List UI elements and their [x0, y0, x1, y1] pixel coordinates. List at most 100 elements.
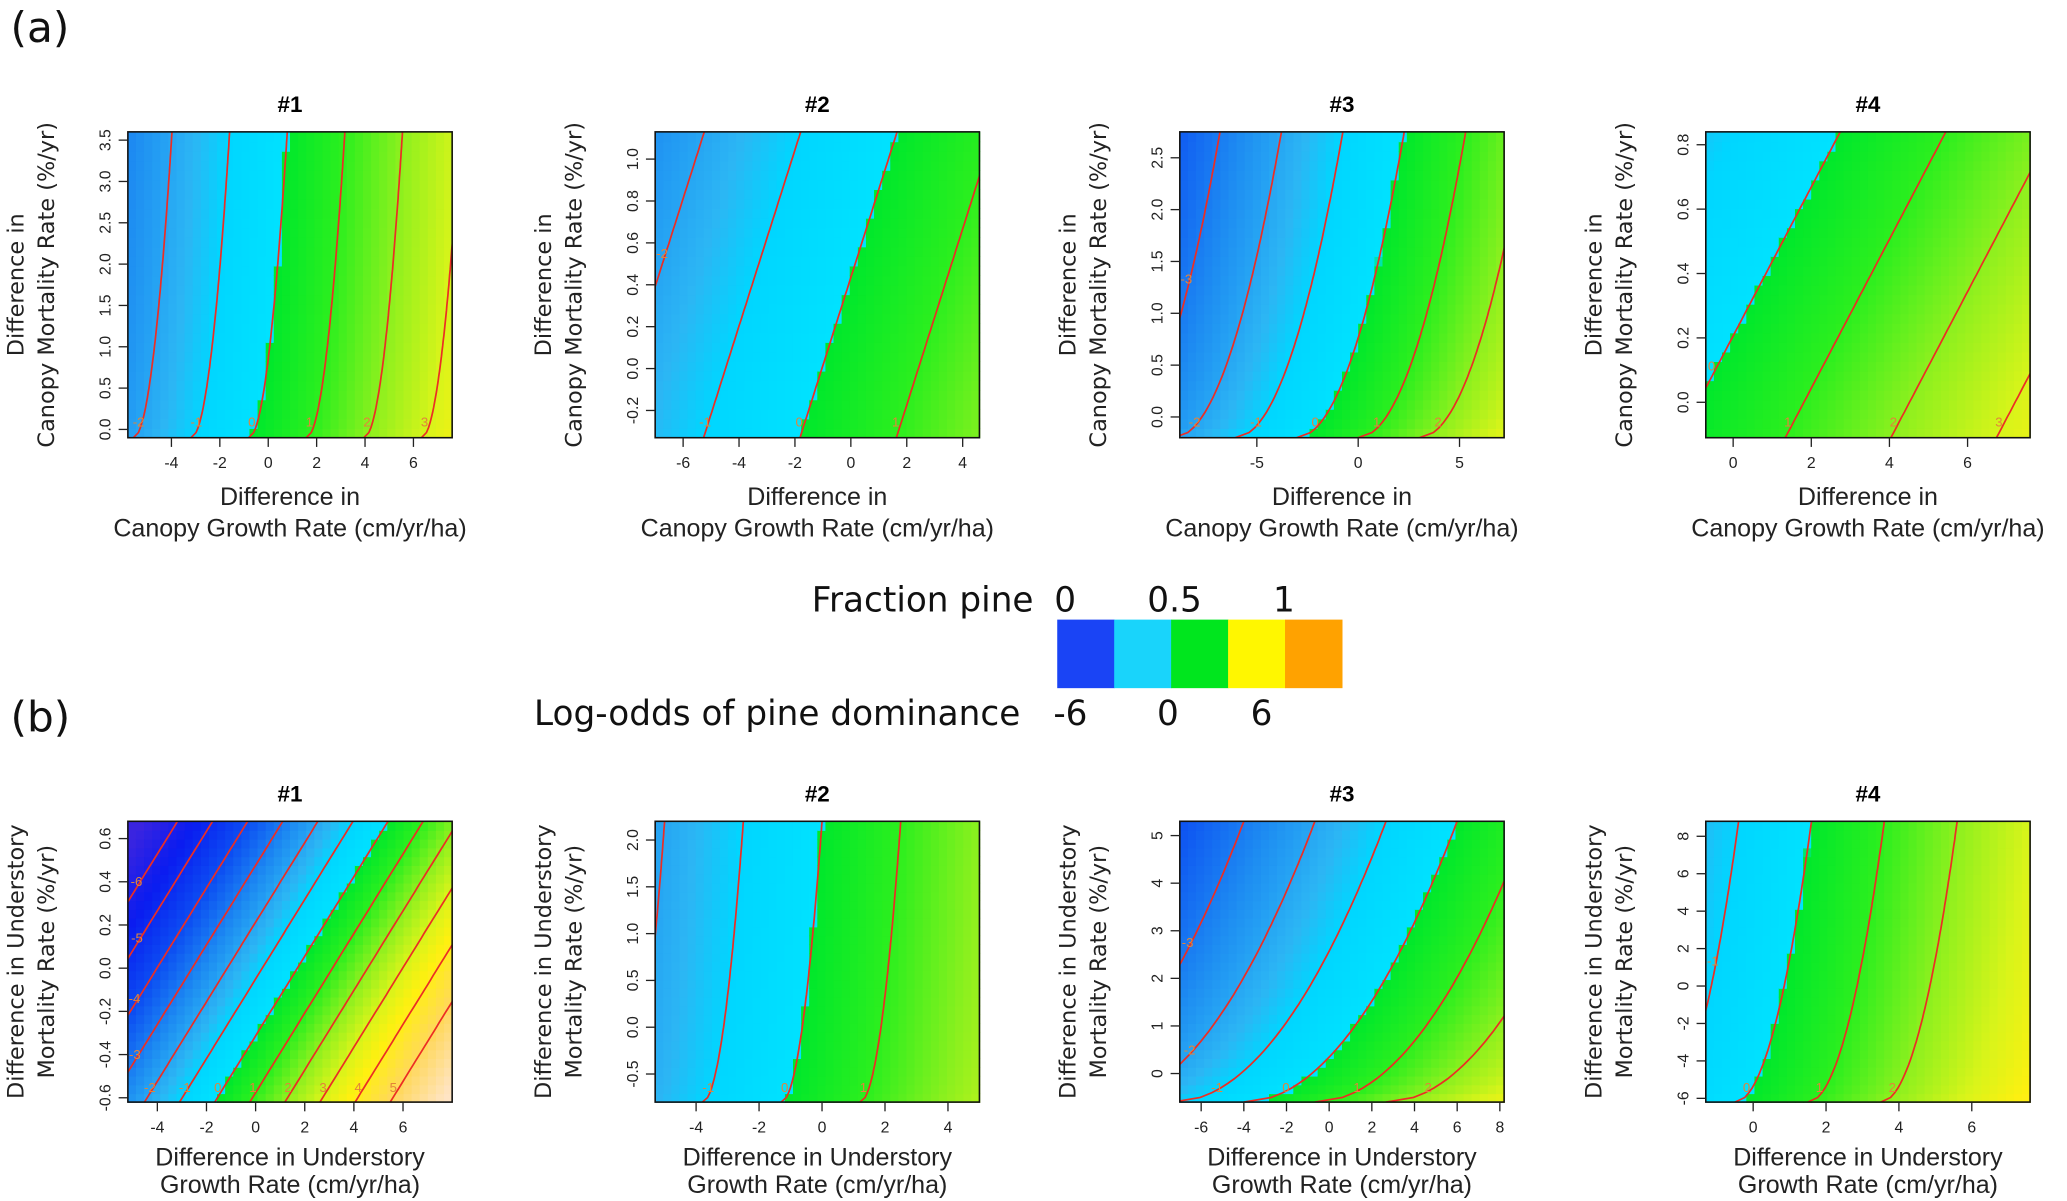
heatmap-cell: [1819, 275, 1829, 286]
heatmap-cell: [1269, 399, 1278, 410]
heatmap-cell: [1179, 332, 1189, 343]
heatmap-cell: [1794, 265, 1804, 277]
heatmap-cell: [695, 332, 705, 343]
heatmap-cell: [1236, 256, 1246, 267]
heatmap-cell: [411, 256, 421, 267]
heatmap-cell: [346, 265, 356, 277]
heatmap-cell: [1333, 131, 1343, 143]
heatmap-cell: [906, 227, 916, 238]
heatmap-cell: [728, 323, 738, 334]
heatmap-cell: [1730, 189, 1740, 200]
heatmap-cell: [419, 303, 429, 315]
heatmap-cell: [1770, 370, 1780, 382]
heatmap-cell: [1414, 217, 1424, 229]
heatmap-cell: [1423, 284, 1432, 296]
heatmap-cell: [362, 284, 372, 296]
heatmap-cell: [1341, 303, 1351, 315]
heatmap-cell: [1228, 409, 1238, 420]
heatmap-cell: [849, 265, 859, 277]
heatmap-cell: [1414, 342, 1424, 353]
y-tick-label: 1.5: [1150, 250, 1167, 272]
heatmap-cell: [938, 332, 948, 343]
heatmap-cell: [346, 294, 356, 305]
heatmap-cell: [1196, 265, 1205, 277]
heatmap-cell: [768, 131, 778, 143]
heatmap-cell: [1803, 265, 1812, 277]
heatmap-cell: [1341, 313, 1351, 324]
heatmap-cell: [427, 265, 437, 277]
heatmap-cell: [1252, 409, 1262, 420]
heatmap-cell: [306, 170, 316, 181]
heatmap-cell: [1892, 303, 1902, 315]
heatmap-cell: [1431, 342, 1441, 353]
heatmap-cell: [1309, 380, 1319, 391]
heatmap-cell: [1358, 160, 1368, 171]
heatmap-cell: [1398, 189, 1408, 200]
heatmap-cell: [168, 179, 178, 191]
heatmap-cell: [955, 265, 965, 277]
heatmap-cell: [435, 198, 445, 210]
heatmap-cell: [127, 198, 137, 210]
heatmap-cell: [1179, 361, 1189, 372]
heatmap-cell: [671, 303, 681, 315]
heatmap-cell: [1366, 141, 1376, 152]
heatmap-cell: [249, 389, 259, 401]
heatmap-cell: [1252, 275, 1262, 286]
heatmap-cell: [1358, 409, 1368, 420]
heatmap-cell: [1867, 246, 1877, 257]
heatmap-cell: [379, 409, 389, 420]
heatmap-cell: [1390, 409, 1400, 420]
heatmap-cell: [1762, 208, 1772, 219]
heatmap-cell: [744, 323, 754, 334]
heatmap-cell: [1851, 170, 1861, 181]
heatmap-cell: [1908, 246, 1918, 257]
heatmap-cell: [144, 208, 153, 219]
heatmap-cell: [1293, 189, 1303, 200]
heatmap-cell: [314, 236, 324, 248]
heatmap-cell: [679, 208, 689, 219]
heatmap-cell: [257, 179, 267, 191]
heatmap-cell: [346, 418, 356, 429]
heatmap-cell: [1827, 246, 1837, 257]
heatmap-cell: [1957, 246, 1967, 257]
heatmap-cell: [1803, 170, 1812, 181]
heatmap-cell: [865, 323, 875, 334]
heatmap-cell: [257, 389, 267, 401]
heatmap-cell: [1892, 141, 1902, 152]
heatmap-cell: [1406, 265, 1416, 277]
heatmap-cell: [1220, 198, 1230, 210]
heatmap-cell: [1746, 389, 1756, 401]
heatmap-cell: [849, 342, 859, 353]
heatmap-cell: [1496, 380, 1505, 391]
heatmap-cell: [1924, 351, 1934, 363]
heatmap-cell: [444, 217, 453, 229]
heatmap-cell: [1876, 284, 1885, 296]
heatmap-cell: [1447, 236, 1457, 248]
heatmap-cell: [411, 275, 421, 286]
heatmap-cell: [695, 380, 705, 391]
heatmap-cell: [655, 256, 665, 267]
contour-line: [420, 234, 453, 438]
heatmap-cell: [322, 389, 332, 401]
heatmap-cell: [1244, 303, 1254, 315]
heatmap-cell: [1309, 294, 1319, 305]
heatmap-cell: [395, 380, 405, 391]
heatmap-cell: [922, 170, 932, 181]
heatmap-cell: [744, 380, 754, 391]
heatmap-cell: [849, 131, 859, 143]
heatmap-cell: [444, 303, 453, 315]
heatmap-cell: [720, 217, 729, 229]
heatmap-cell: [1730, 418, 1740, 429]
heatmap-cell: [322, 160, 332, 171]
heatmap-cell: [1859, 160, 1869, 171]
heatmap-cell: [914, 265, 924, 277]
heatmap-cell: [1277, 246, 1287, 257]
heatmap-cell: [338, 246, 348, 257]
heatmap-cell: [1851, 428, 1861, 439]
heatmap-cell: [938, 351, 948, 363]
heatmap-cell: [1204, 323, 1214, 334]
heatmap-cell: [1884, 131, 1894, 143]
heatmap-cell: [1924, 189, 1934, 200]
heatmap-cell: [1277, 342, 1287, 353]
heatmap-cell: [135, 131, 145, 143]
